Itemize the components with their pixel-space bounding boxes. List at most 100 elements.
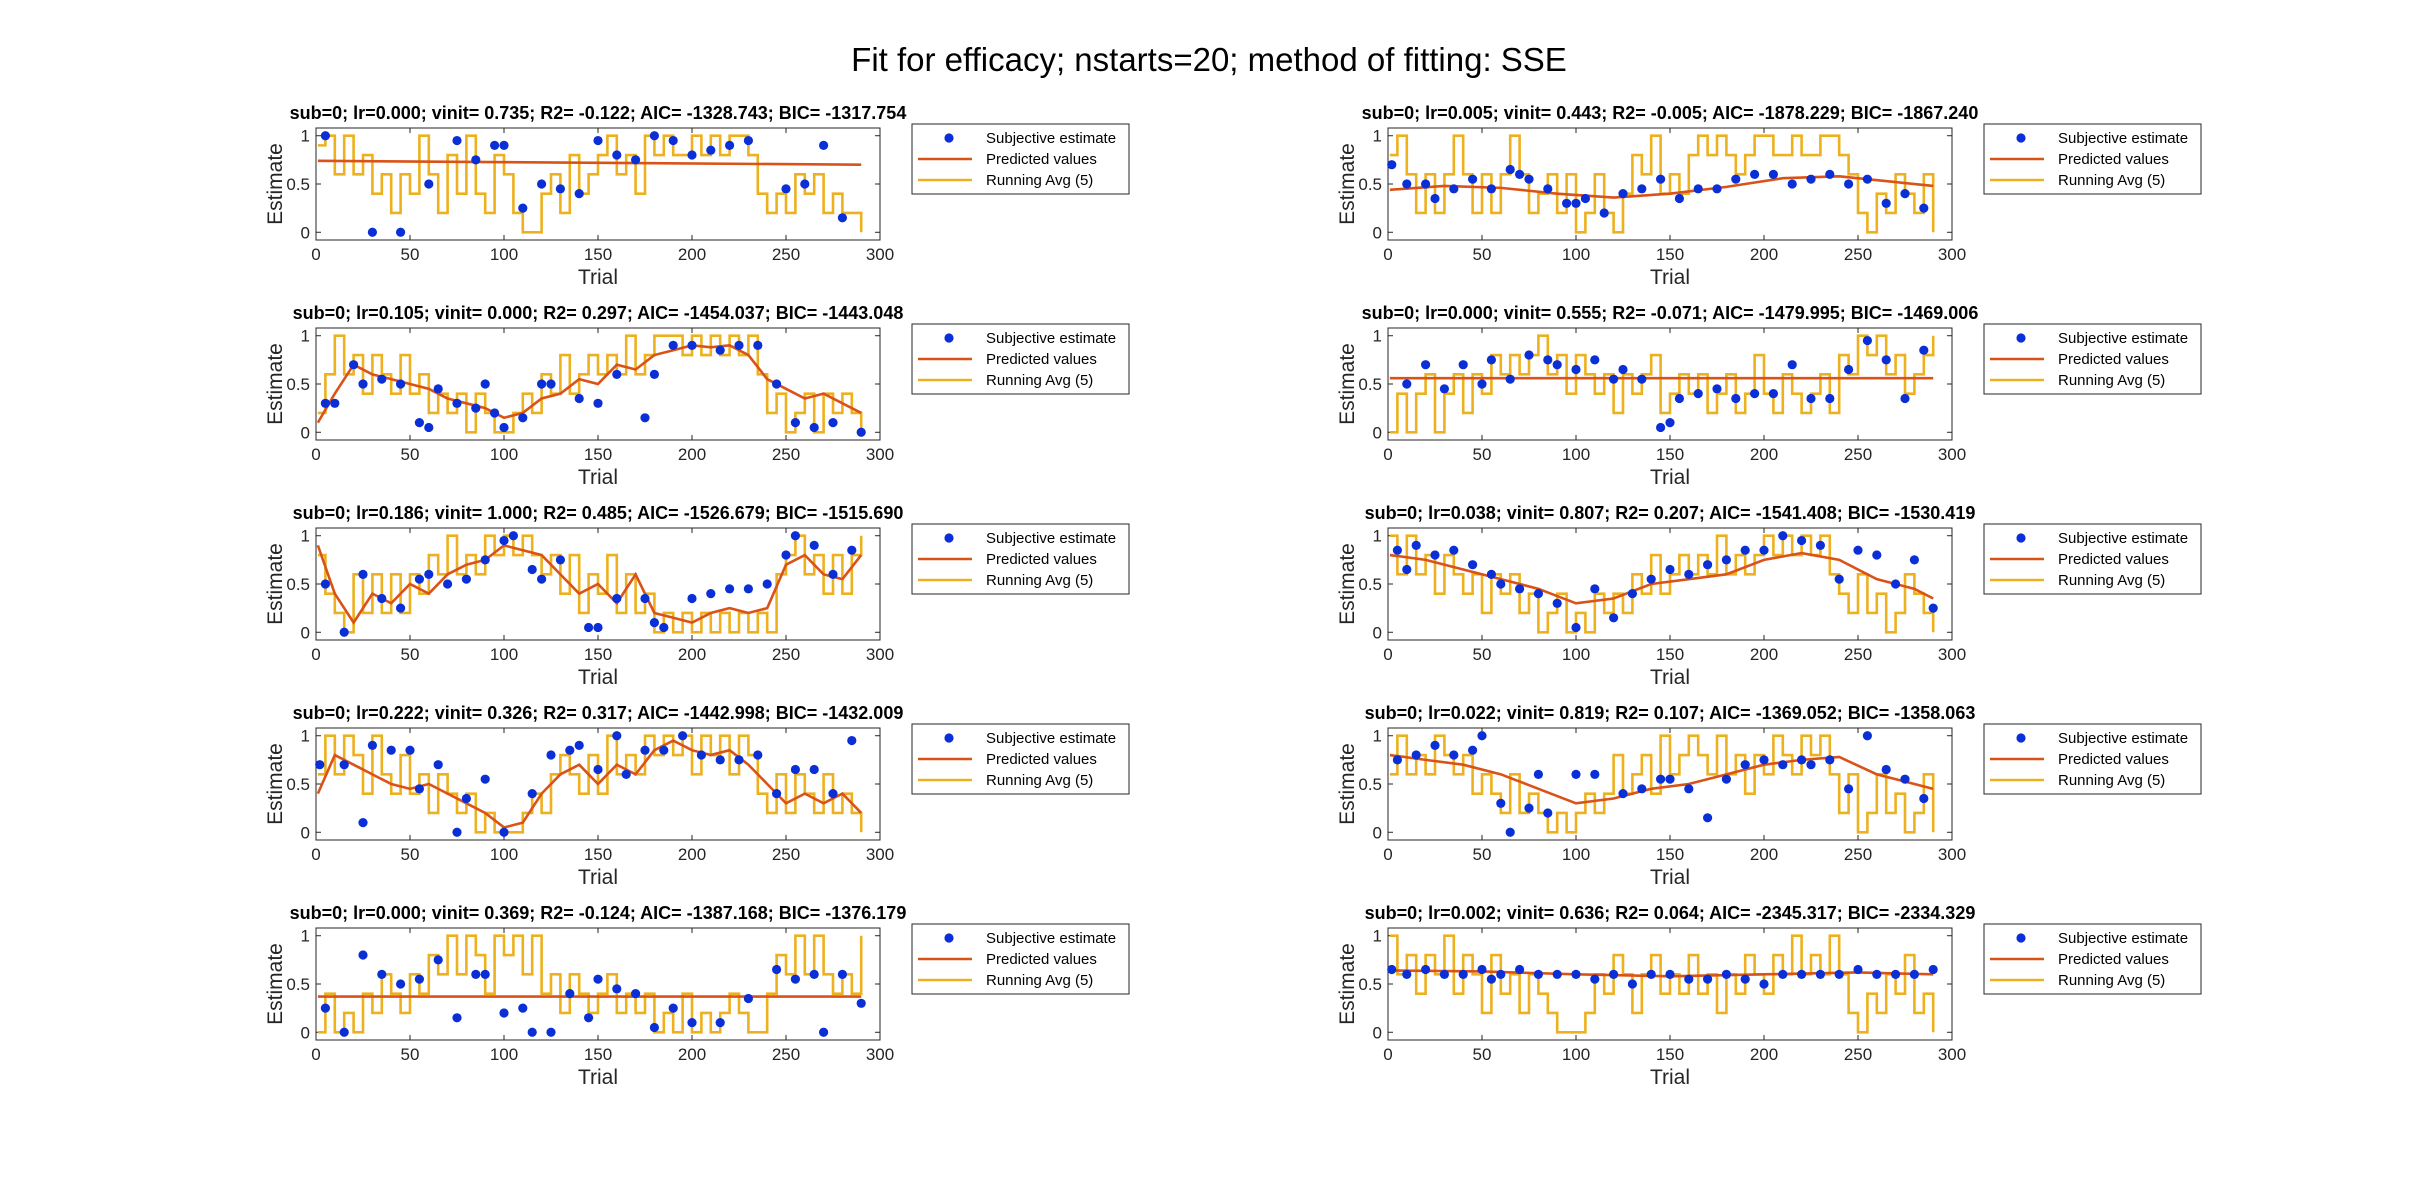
legend-entry: Running Avg (5): [2058, 772, 2165, 789]
legend-entry: Subjective estimate: [2058, 330, 2188, 347]
legend-marker-estimate: [2016, 933, 2026, 943]
estimate-point: [1656, 774, 1666, 784]
estimate-point: [640, 593, 650, 604]
y-tick-label: 0.5: [1358, 375, 1382, 394]
estimate-point: [1637, 784, 1647, 794]
estimate-point: [1740, 545, 1750, 555]
estimate-point: [1580, 193, 1590, 204]
estimate-point: [612, 593, 622, 604]
estimate-point: [1900, 189, 1910, 199]
x-tick-label: 150: [1656, 245, 1684, 264]
estimate-point: [1844, 364, 1854, 375]
estimate-point: [790, 418, 801, 428]
subplot: sub=0; lr=0.038; vinit= 0.807; R2= 0.207…: [1336, 503, 2202, 689]
estimate-point: [1505, 164, 1515, 175]
estimate-point: [809, 540, 819, 550]
estimate-point: [480, 555, 490, 565]
estimate-point: [1524, 174, 1534, 184]
subplot-title: sub=0; lr=0.105; vinit= 0.000; R2= 0.297…: [293, 303, 904, 323]
x-tick-label: 200: [1750, 245, 1778, 264]
x-tick-label: 150: [1656, 445, 1684, 464]
estimate-point: [1684, 974, 1694, 984]
estimate-point: [565, 745, 575, 755]
estimate-point: [339, 627, 349, 637]
x-tick-label: 0: [311, 245, 320, 264]
estimate-point: [659, 745, 669, 755]
subplot: sub=0; lr=0.005; vinit= 0.443; R2= -0.00…: [1336, 103, 2202, 289]
x-tick-label: 200: [678, 245, 706, 264]
subplot-title: sub=0; lr=0.000; vinit= 0.735; R2= -0.12…: [290, 103, 907, 123]
estimate-point: [1797, 535, 1807, 546]
y-tick-label: 0: [301, 823, 310, 842]
estimate-point: [1674, 193, 1684, 204]
estimate-point: [480, 969, 490, 979]
subplot: sub=0; lr=0.186; vinit= 1.000; R2= 0.485…: [264, 503, 1130, 689]
estimate-point: [1665, 969, 1675, 979]
legend-marker-estimate: [944, 533, 954, 543]
estimate-point: [1759, 545, 1769, 555]
estimate-point: [1533, 969, 1543, 979]
estimate-point: [734, 340, 744, 350]
estimate-point: [668, 135, 678, 146]
estimate-point: [574, 189, 584, 199]
estimate-point: [1571, 364, 1581, 375]
estimate-point: [1721, 774, 1731, 784]
estimate-point: [414, 974, 424, 984]
y-tick-label: 0: [301, 623, 310, 642]
x-tick-label: 250: [1844, 1045, 1872, 1064]
estimate-point: [1392, 755, 1402, 765]
estimate-point: [1590, 355, 1600, 365]
legend-entry: Subjective estimate: [2058, 730, 2188, 747]
estimate-point: [631, 989, 641, 999]
estimate-point: [584, 1013, 594, 1023]
subplot: sub=0; lr=0.022; vinit= 0.819; R2= 0.107…: [1336, 703, 2202, 889]
estimate-point: [856, 998, 866, 1008]
estimate-point: [452, 398, 462, 408]
estimate-point: [358, 569, 368, 579]
predicted-line: [317, 159, 862, 166]
x-tick-label: 150: [584, 445, 612, 464]
predicted-line: [1389, 174, 1934, 199]
estimate-point: [612, 731, 622, 741]
y-tick-label: 0: [301, 223, 310, 242]
estimate-point: [1599, 208, 1609, 218]
estimate-point: [1834, 969, 1844, 979]
estimate-point: [1486, 184, 1496, 194]
estimate-point: [358, 950, 368, 960]
x-tick-label: 250: [1844, 845, 1872, 864]
x-tick-label: 300: [866, 245, 894, 264]
estimate-point: [1919, 203, 1929, 213]
x-tick-label: 50: [1473, 845, 1492, 864]
estimate-point: [396, 979, 406, 989]
estimate-point: [330, 398, 340, 408]
estimate-point: [452, 135, 462, 146]
y-tick-label: 0: [1373, 623, 1382, 642]
estimate-point: [1787, 360, 1797, 370]
x-tick-label: 150: [1656, 845, 1684, 864]
x-tick-label: 0: [311, 445, 320, 464]
legend-entry: Running Avg (5): [2058, 972, 2165, 989]
subplot: sub=0; lr=0.002; vinit= 0.636; R2= 0.064…: [1336, 903, 2202, 1089]
estimate-point: [593, 398, 603, 408]
x-tick-label: 0: [1383, 845, 1392, 864]
estimate-point: [537, 574, 547, 584]
estimate-point: [1844, 179, 1854, 189]
estimate-point: [1825, 755, 1835, 765]
estimate-point: [593, 764, 603, 775]
estimate-point: [1590, 769, 1600, 779]
estimate-point: [1778, 760, 1788, 770]
y-tick-label: 0: [1373, 223, 1382, 242]
legend-entry: Predicted values: [986, 551, 1097, 568]
subplot-title: sub=0; lr=0.000; vinit= 0.555; R2= -0.07…: [1362, 303, 1979, 323]
estimate-point: [1533, 769, 1543, 779]
x-tick-label: 250: [772, 845, 800, 864]
x-tick-label: 250: [772, 1045, 800, 1064]
estimate-point: [405, 745, 415, 755]
y-axis-label: Estimate: [264, 743, 287, 825]
y-tick-label: 0: [1373, 423, 1382, 442]
estimate-point: [1458, 969, 1468, 979]
legend: Subjective estimate Predicted values Runni…: [911, 323, 1130, 395]
estimate-point: [1505, 374, 1515, 384]
estimate-point: [1468, 560, 1478, 570]
estimate-point: [649, 131, 660, 141]
